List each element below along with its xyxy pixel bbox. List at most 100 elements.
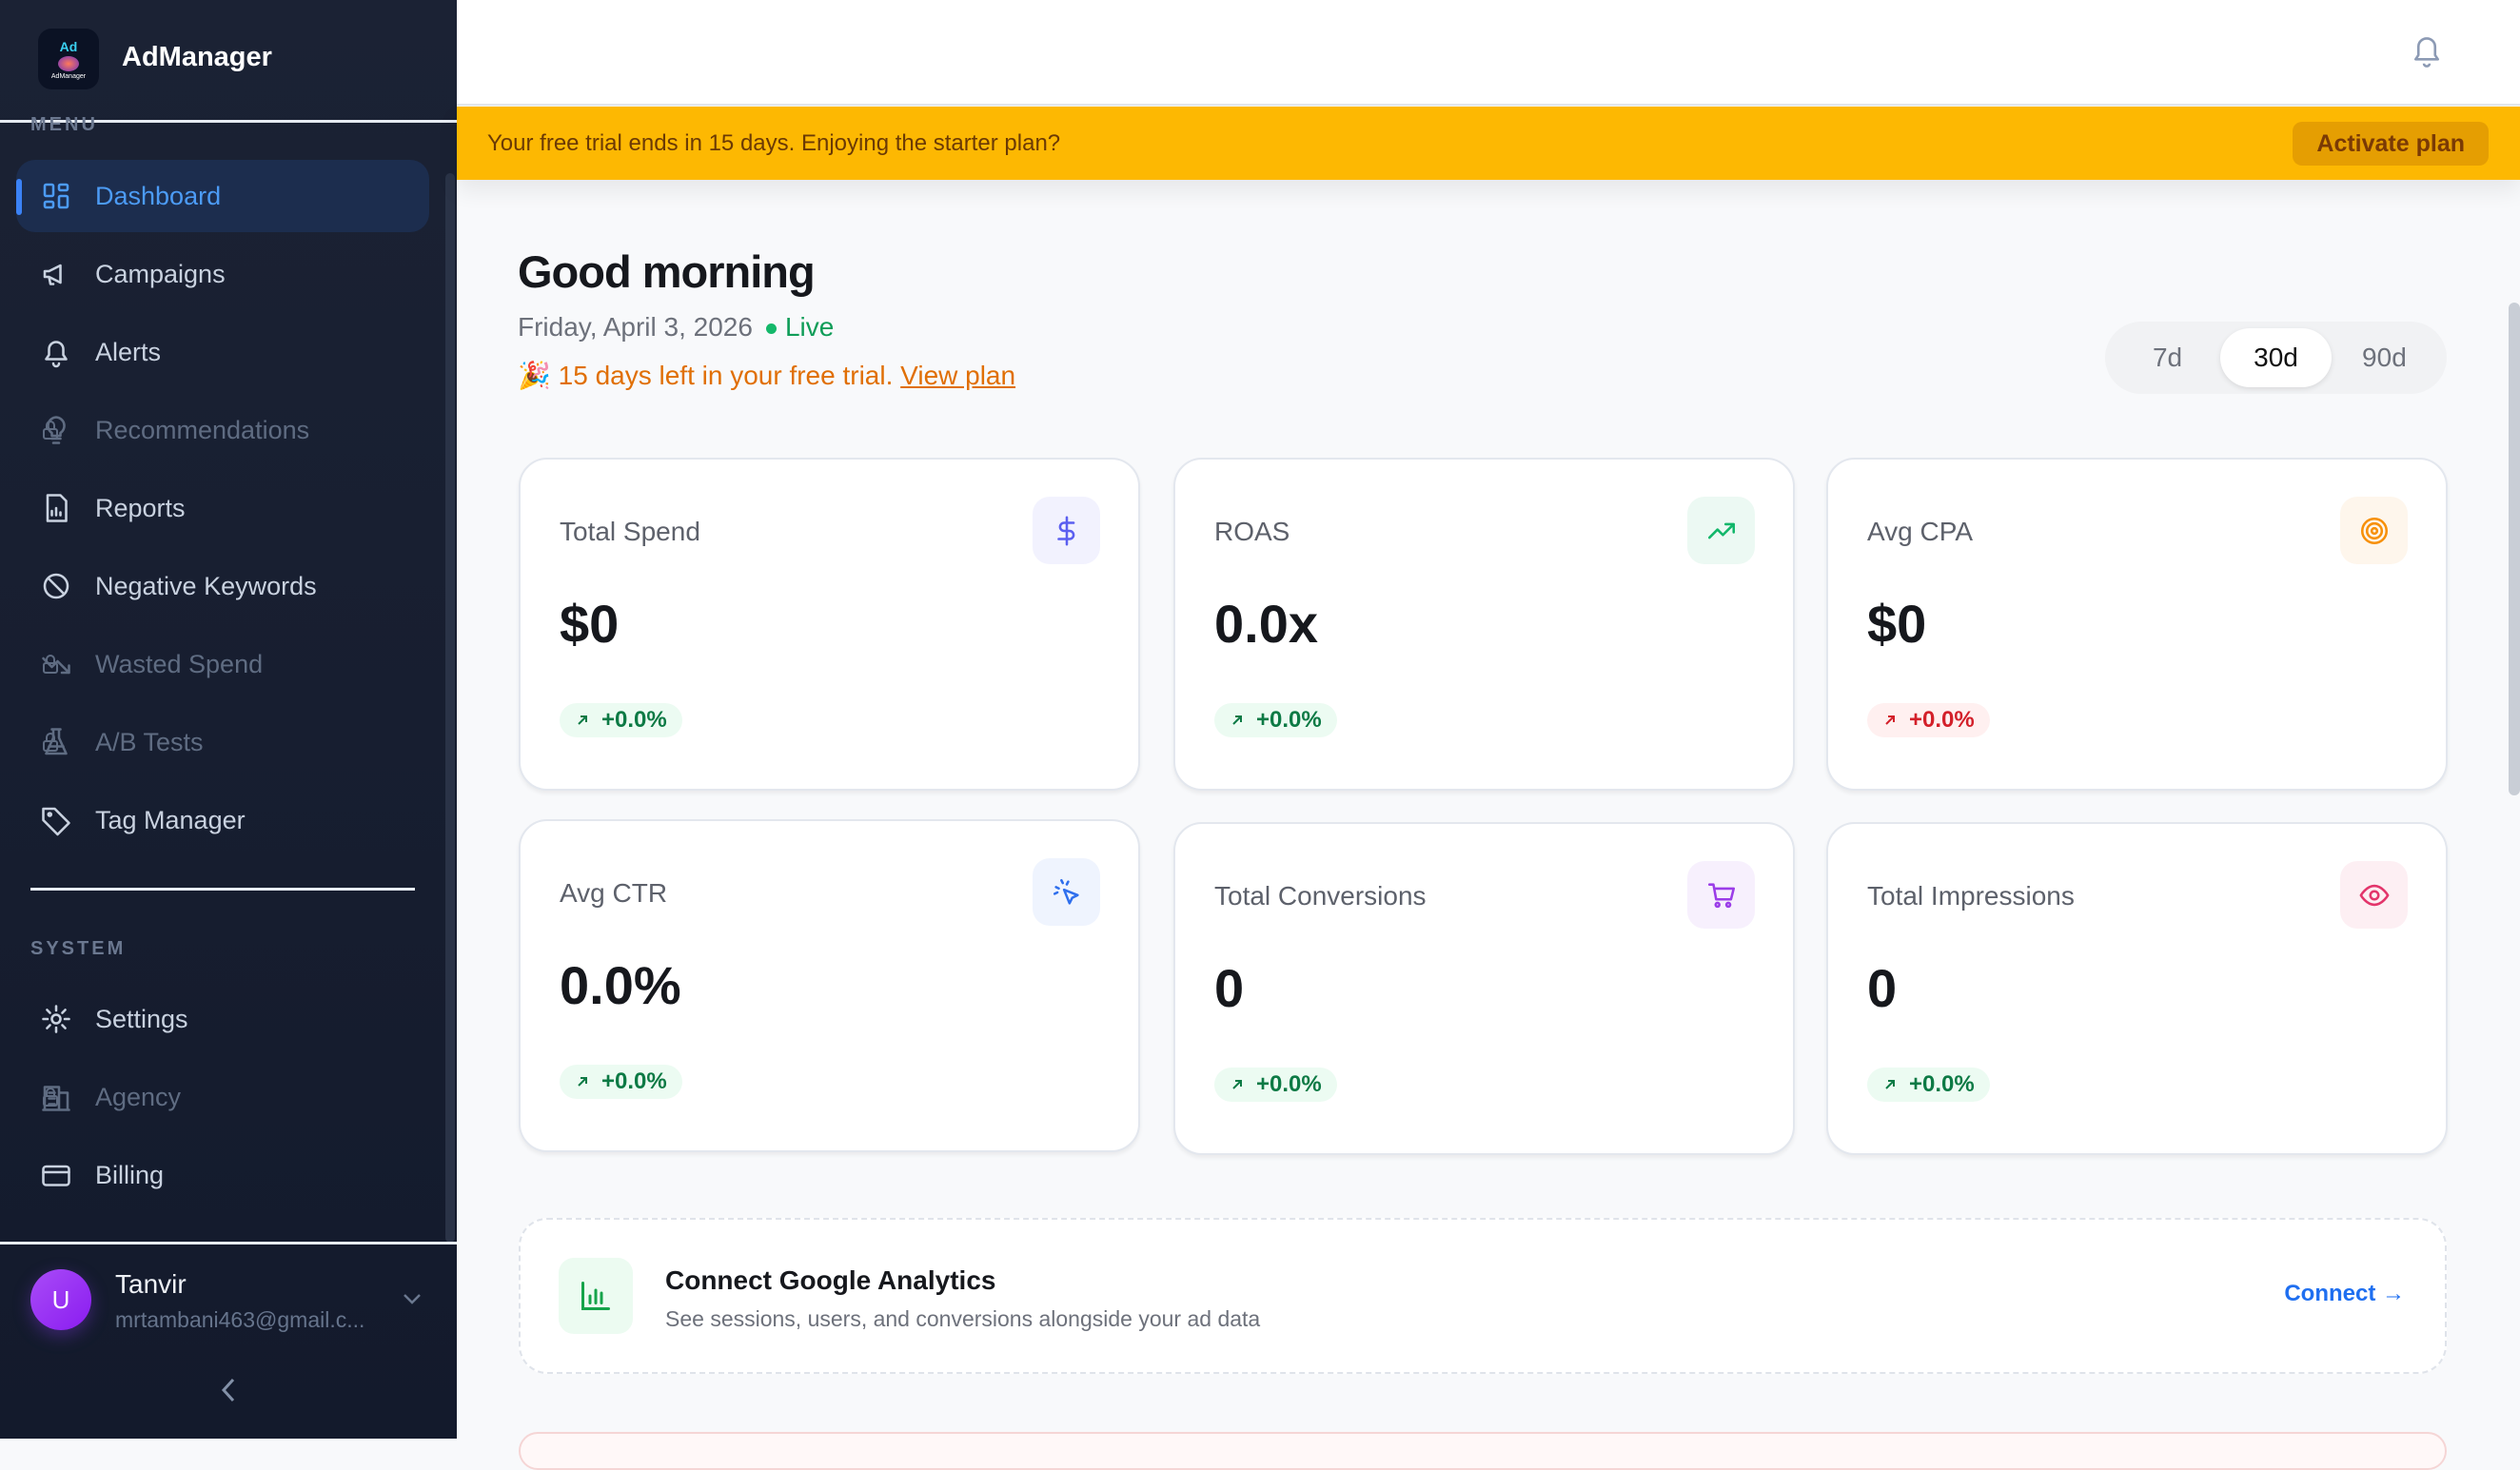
live-indicator: Live — [766, 312, 834, 342]
sidebar-item-label: A/B Tests — [95, 727, 204, 756]
metric-value: 0.0x — [1214, 594, 1318, 654]
megaphone-icon — [43, 264, 62, 285]
sidebar-item-label: Billing — [95, 1160, 165, 1189]
sidebar-item-reports[interactable]: Reports — [16, 472, 429, 544]
sidebar-item-a-b-tests[interactable]: A/B Tests — [16, 706, 429, 778]
sidebar-item-agency[interactable]: Agency — [16, 1061, 429, 1133]
sidebar: Ad AdManager AdManager MENU Dashboard Cam… — [0, 0, 457, 1439]
lock-icon — [43, 655, 58, 674]
cart-icon — [1687, 861, 1755, 929]
metric-card-total-impressions: Total Impressions 0 +0.0% — [1826, 822, 2448, 1155]
arrow-up-right-icon — [1885, 1080, 1895, 1089]
metric-card-avg-ctr: Avg CTR 0.0% +0.0% — [519, 819, 1140, 1152]
chevron-down-icon[interactable] — [400, 1289, 424, 1308]
target-icon — [2340, 497, 2408, 564]
menu-section-label: MENU — [30, 114, 98, 135]
dollar-icon — [1033, 497, 1100, 564]
view-plan-link[interactable]: View plan — [900, 361, 1016, 390]
divider — [0, 120, 457, 123]
metric-value: 0 — [1867, 958, 1898, 1018]
collapse-sidebar-icon[interactable] — [217, 1376, 240, 1404]
sidebar-item-label: Wasted Spend — [95, 649, 264, 678]
eye-icon — [2340, 861, 2408, 929]
metric-label: Total Impressions — [1867, 881, 2075, 911]
user-name: Tanvir — [115, 1269, 187, 1299]
divider — [0, 1242, 457, 1245]
gear-icon — [42, 1005, 70, 1033]
lock-icon — [43, 733, 58, 752]
sidebar-item-recommendations[interactable]: Recommendations — [16, 394, 429, 466]
change-badge: +0.0% — [560, 703, 682, 737]
sidebar-scrollbar[interactable] — [445, 173, 455, 1243]
trending-up-icon — [1687, 497, 1755, 564]
change-value: +0.0% — [1909, 1071, 1975, 1097]
building-icon — [42, 1086, 70, 1111]
sidebar-item-label: Settings — [95, 1004, 188, 1033]
change-value: +0.0% — [1256, 707, 1322, 733]
range-7d[interactable]: 7d — [2152, 343, 2183, 372]
change-badge: +0.0% — [560, 1065, 682, 1099]
bell-icon — [45, 341, 68, 368]
sidebar-item-tag-manager[interactable]: Tag Manager — [16, 784, 429, 856]
metric-label: Avg CPA — [1867, 517, 1974, 546]
date-line: Friday, April 3, 2026 Live — [518, 312, 834, 343]
sidebar-item-label: Reports — [95, 493, 186, 522]
sidebar-item-campaigns[interactable]: Campaigns — [16, 238, 429, 310]
current-date: Friday, April 3, 2026 — [518, 312, 753, 342]
sidebar-item-label: Dashboard — [95, 181, 222, 210]
change-badge: +0.0% — [1867, 1068, 1990, 1102]
sidebar-item-negative-keywords[interactable]: Negative Keywords — [16, 550, 429, 622]
metric-label: Total Conversions — [1214, 881, 1427, 911]
bell-icon[interactable] — [2410, 34, 2444, 70]
sidebar-item-label: Tag Manager — [95, 805, 246, 834]
trial-notice: 🎉 15 days left in your free trial. View … — [518, 360, 1015, 391]
next-card — [519, 1432, 2447, 1470]
metric-value: $0 — [1867, 594, 1927, 654]
cursor-click-icon — [1033, 858, 1100, 926]
sidebar-item-label: Agency — [95, 1082, 182, 1111]
arrow-up-right-icon — [578, 1077, 587, 1087]
report-icon — [46, 494, 68, 522]
metric-card-total-conversions: Total Conversions 0 +0.0% — [1173, 822, 1795, 1155]
lock-icon — [43, 421, 58, 440]
change-badge: +0.0% — [1214, 703, 1337, 737]
avatar[interactable]: U — [30, 1269, 91, 1330]
arrow-up-right-icon — [1232, 715, 1242, 725]
sidebar-item-label: Campaigns — [95, 259, 226, 288]
sidebar-item-wasted-spend[interactable]: Wasted Spend — [16, 628, 429, 700]
date-range-selector: 7d 30d 90d — [2105, 322, 2447, 394]
page-title: Good morning — [518, 246, 816, 297]
sidebar-item-settings[interactable]: Settings — [16, 983, 429, 1055]
change-value: +0.0% — [1909, 707, 1975, 733]
lock-icon — [43, 1088, 58, 1107]
sidebar-item-billing[interactable]: Billing — [16, 1139, 429, 1211]
change-value: +0.0% — [601, 1068, 667, 1094]
sidebar-item-label: Alerts — [95, 337, 162, 366]
sidebar-item-alerts[interactable]: Alerts — [16, 316, 429, 388]
ga-subtitle: See sessions, users, and conversions alo… — [665, 1306, 1261, 1331]
metric-value: 0.0% — [560, 955, 681, 1015]
arrow-up-right-icon — [1232, 1080, 1242, 1089]
grid-icon — [43, 183, 69, 209]
user-email: mrtambani463@gmail.c... — [115, 1307, 365, 1332]
activate-plan-button[interactable]: Activate plan — [2293, 122, 2489, 166]
range-30d[interactable]: 30d — [2220, 328, 2332, 387]
ban-icon — [43, 573, 69, 599]
sidebar-item-dashboard[interactable]: Dashboard — [16, 160, 429, 232]
system-section-label: SYSTEM — [30, 938, 127, 959]
credit-card-icon — [42, 1165, 70, 1186]
trial-notice-text: 15 days left in your free trial. — [558, 361, 894, 390]
trial-banner-text: Your free trial ends in 15 days. Enjoyin… — [487, 129, 1061, 156]
metric-label: Avg CTR — [560, 878, 668, 908]
metric-card-avg-cpa: Avg CPA $0 +0.0% — [1826, 458, 2448, 791]
range-90d[interactable]: 90d — [2362, 343, 2407, 372]
metric-card-total-spend: Total Spend $0 +0.0% — [519, 458, 1140, 791]
tag-icon — [42, 807, 70, 836]
main-scrollbar[interactable] — [2509, 303, 2520, 795]
trial-banner: Your free trial ends in 15 days. Enjoyin… — [457, 107, 2520, 180]
connect-button[interactable]: Connect → — [2284, 1281, 2405, 1306]
app-logo: Ad AdManager — [38, 29, 99, 89]
sidebar-item-label: Negative Keywords — [95, 571, 317, 600]
metric-value: $0 — [560, 594, 620, 654]
change-badge: +0.0% — [1214, 1068, 1337, 1102]
